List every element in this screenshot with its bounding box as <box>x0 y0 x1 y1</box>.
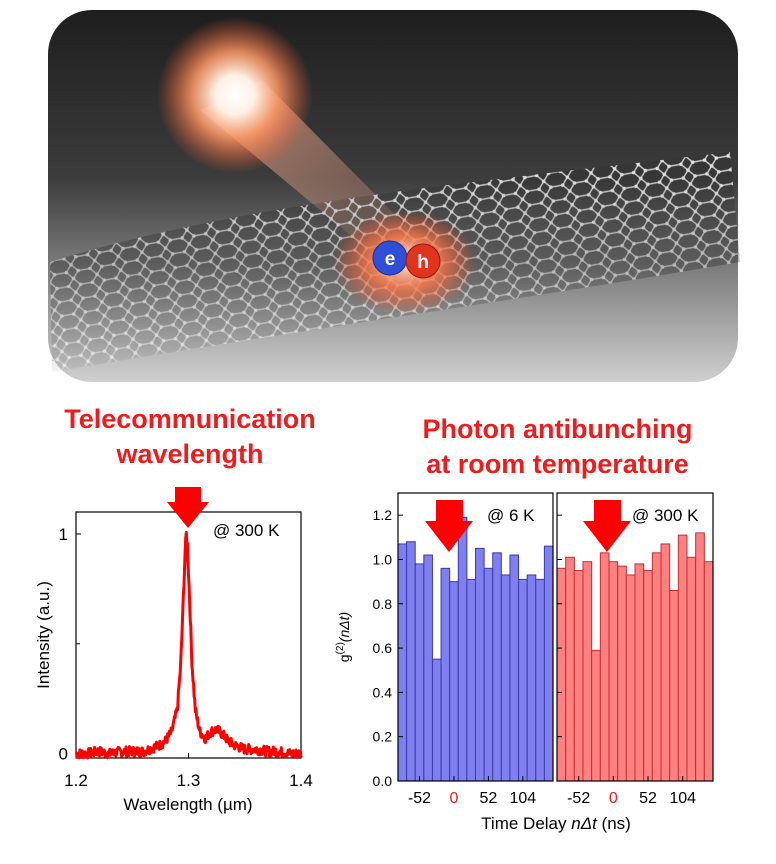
time-delay-xlabel: Time Delay nΔt (ns) <box>481 814 631 833</box>
g2-xtick-label: 0 <box>609 790 618 807</box>
g2-bar <box>582 561 593 782</box>
g2-ylabel: g(2)(nΔt) <box>335 612 352 662</box>
time-delay-xlabel-suffix: (ns) <box>597 814 631 833</box>
g2-ytick-label: 0.4 <box>373 684 393 700</box>
zero-delay-arrow-300k-icon <box>583 500 631 552</box>
time-delay-xlabel-italic: nΔt <box>571 814 598 833</box>
antibunching-heading: Photon antibunching at room temperature <box>385 412 730 482</box>
electron-particle: e <box>372 240 408 276</box>
g2-bar <box>431 658 442 782</box>
g2-bar <box>565 556 575 782</box>
hole-particle: h <box>405 243 441 279</box>
spectrum-xlabel: Wavelength (µm) <box>123 795 252 814</box>
spectrum-xtick-label: 1.4 <box>289 771 313 790</box>
g2-bar <box>535 578 545 782</box>
spectrum-xtick-label: 1.3 <box>177 771 201 790</box>
telecom-heading-line2: wavelength <box>116 439 264 469</box>
g2-xtick-label: -52 <box>567 790 590 807</box>
telecom-heading: Telecommunication wavelength <box>20 402 360 472</box>
antibunching-heading-line1: Photon antibunching <box>422 414 693 444</box>
g2-bar <box>543 545 554 782</box>
g2-ylabel-rest: (nΔt) <box>336 612 352 642</box>
g2-300k-annotation: @ 300 K <box>632 506 699 525</box>
g2-bar <box>677 534 688 782</box>
peak-arrow-icon <box>167 487 209 528</box>
g2-6k-frame <box>397 492 554 782</box>
plots-area: 1.2 1.3 1.4 0 1 @ 300 K Wavelength (µm) Inte… <box>34 487 714 833</box>
spectrum-ytick-label: 0 <box>59 745 68 764</box>
g2-bar <box>686 556 697 782</box>
g2-bar <box>414 563 425 782</box>
g2-chart-300k: -52 0 52 104 @ 300 K <box>556 492 714 807</box>
nanotube-illustration: e h <box>48 10 740 382</box>
g2-bar <box>466 578 477 782</box>
g2-ytick-label: 1.2 <box>373 507 393 523</box>
g2-bar <box>703 561 714 782</box>
g2-xtick-label: 52 <box>639 790 657 807</box>
g2-bar <box>556 567 567 782</box>
g2-bar <box>492 552 502 782</box>
g2-bar <box>483 567 494 782</box>
g2-bar <box>625 574 636 782</box>
g2-chart-6k: -52 0 52 104 0.0 0.2 0.4 0.6 0.8 1.0 1.2 @ 6 K <box>373 492 554 807</box>
g2-xtick-label: 104 <box>510 790 537 807</box>
g2-bar <box>599 552 610 782</box>
photon-glow <box>157 17 313 173</box>
g2-xtick-label: 0 <box>450 790 459 807</box>
g2-bar <box>617 565 627 782</box>
g2-bar <box>475 547 485 782</box>
g2-bar <box>449 581 459 782</box>
g2-bar <box>608 561 619 782</box>
spectrum-line <box>74 530 303 760</box>
electron-label: e <box>385 249 396 270</box>
g2-xtick-label: 52 <box>480 790 498 807</box>
g2-6k-annotation: @ 6 K <box>487 506 535 525</box>
spectrum-ytick-label: 1 <box>59 525 68 544</box>
spectrum-ylabel: Intensity (a.u.) <box>34 581 53 689</box>
g2-ylabel-sup: (2) <box>335 642 346 654</box>
g2-ytick-label: 0.2 <box>373 729 393 745</box>
g2-bar <box>669 589 679 782</box>
g2-bar <box>634 563 645 782</box>
g2-xtick-label: -52 <box>408 790 431 807</box>
g2-bar <box>573 570 584 782</box>
g2-ytick-label: 1.0 <box>373 551 393 567</box>
spectrum-chart: 1.2 1.3 1.4 0 1 @ 300 K Wavelength (µm) Inte… <box>34 487 313 814</box>
g2-300k-frame <box>556 492 714 782</box>
g2-bar <box>397 543 408 782</box>
hole-label: h <box>417 252 429 273</box>
g2-bar <box>457 516 468 782</box>
g2-bar <box>509 554 520 782</box>
g2-ytick-label: 0.6 <box>373 640 393 656</box>
spectrum-annotation: @ 300 K <box>213 521 280 540</box>
spectrum-xtick-label: 1.2 <box>64 771 88 790</box>
g2-bar <box>695 532 705 782</box>
antibunching-heading-line2: at room temperature <box>426 449 689 479</box>
g2-bar <box>440 567 451 782</box>
g2-xtick-label: 104 <box>669 790 696 807</box>
g2-bar <box>651 552 662 782</box>
g2-bar <box>518 578 528 782</box>
zero-delay-arrow-6k-icon <box>425 500 473 552</box>
g2-bar <box>406 541 416 782</box>
g2-bar <box>423 554 433 782</box>
g2-ytick-label: 0.0 <box>373 773 393 789</box>
g2-bar <box>500 574 511 782</box>
time-delay-xlabel-prefix: Time Delay <box>481 814 571 833</box>
g2-ytick-label: 0.8 <box>373 596 393 612</box>
g2-ylabel-main: g <box>336 654 352 662</box>
g2-bar <box>591 649 601 782</box>
g2-bar <box>660 543 671 782</box>
g2-bar <box>526 574 537 782</box>
telecom-heading-line1: Telecommunication <box>64 404 316 434</box>
g2-bar <box>643 570 653 782</box>
